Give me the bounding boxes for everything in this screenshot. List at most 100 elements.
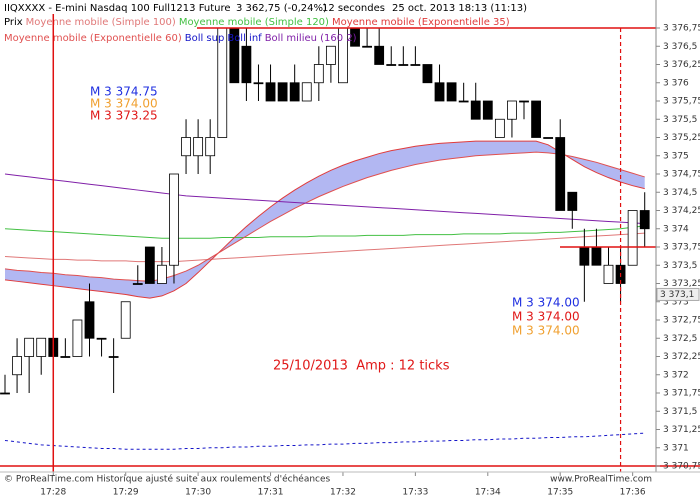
band-fill <box>5 141 645 299</box>
legend-entry: Moyenne mobile (Simple 100) <box>26 17 176 28</box>
y-tick-label: 3 373,25 <box>663 279 700 289</box>
candle-body <box>446 82 457 102</box>
candle-body <box>543 137 554 139</box>
candle-body <box>639 210 650 230</box>
candle-body <box>374 45 385 65</box>
candle-body <box>603 264 614 284</box>
candle-body <box>398 64 409 66</box>
y-tick-label: 3 376,5 <box>663 42 697 52</box>
annotation: 25/10/2013 Amp : 12 ticks <box>273 359 450 374</box>
candle-body <box>555 137 566 211</box>
annotation: M 3 374.00 <box>90 97 158 111</box>
y-tick-label: 3 371 <box>663 443 689 453</box>
candle-body <box>72 319 83 357</box>
candle-body <box>60 356 71 358</box>
candle-body <box>591 246 602 266</box>
legend-entry: Boll sup <box>185 33 225 44</box>
indicator-line <box>4 140 645 299</box>
legend-entry: Boll milieu (160 2) <box>265 33 357 44</box>
x-tick-label: 17:36 <box>620 488 646 498</box>
y-tick-label: 3 374 <box>663 224 689 234</box>
candle-body <box>157 264 167 284</box>
legend-entry: Moyenne mobile (Exponentielle 60) <box>4 33 182 44</box>
candle-body <box>410 64 421 66</box>
x-tick-label: 17:33 <box>402 488 428 498</box>
candle-body <box>289 82 300 102</box>
candle-body <box>144 246 155 284</box>
candle-body <box>422 64 433 84</box>
y-tick-label: 3 375,5 <box>663 115 697 125</box>
y-tick-label: 3 372 <box>663 370 689 380</box>
y-tick-label: 3 371,75 <box>663 389 700 399</box>
last-price-box <box>656 287 700 301</box>
candle-body <box>301 82 312 102</box>
candle-body <box>132 283 143 285</box>
candle-body <box>277 82 288 102</box>
x-tick-label: 17:28 <box>40 488 66 498</box>
footer-link: www.ProRealTime.com <box>550 475 652 485</box>
candle-body <box>313 64 324 84</box>
candle-body <box>386 64 397 66</box>
candle-body <box>362 45 373 48</box>
legend-entry: Moyenne mobile (Exponentielle 35) <box>332 17 510 28</box>
candle-body <box>507 100 517 120</box>
candle-body <box>494 118 505 138</box>
indicator-line <box>4 151 645 282</box>
annotation: M 3 374.00 <box>512 310 580 324</box>
candle-body <box>36 337 47 357</box>
candle-body <box>519 100 529 103</box>
candle-body <box>217 27 228 138</box>
y-tick-label: 3 372,75 <box>663 316 700 326</box>
candle-body <box>181 137 191 157</box>
y-tick-label: 3 375,75 <box>663 97 700 107</box>
y-tick-label: 3 371,5 <box>663 407 697 417</box>
candle-body <box>84 301 95 339</box>
header-text: 25 oct. 2013 18:13 (11:13) <box>392 3 527 14</box>
candle-body <box>120 301 131 339</box>
y-tick-label: 3 374,5 <box>663 188 697 198</box>
candle-body <box>0 392 10 395</box>
y-tick-label: 3 372,5 <box>663 334 697 344</box>
candle-body <box>205 137 216 157</box>
candle-body <box>241 45 252 84</box>
legend-entry: Prix <box>4 17 23 28</box>
header-text: 12 secondes <box>322 3 385 14</box>
y-tick-label: 3 373,75 <box>663 243 700 253</box>
last-price-label: 3 373,1 <box>660 290 694 300</box>
y-tick-label: 3 376,25 <box>663 60 700 70</box>
annotation: M 3 374.00 <box>512 324 580 338</box>
y-tick-label: 3 373,5 <box>663 261 697 271</box>
y-tick-label: 3 374,75 <box>663 170 700 180</box>
indicator-line <box>4 232 645 263</box>
candle-body <box>108 356 119 358</box>
candle-body <box>470 100 481 120</box>
y-tick-label: 3 370,75 <box>663 462 700 472</box>
x-tick-label: 17:35 <box>547 488 573 498</box>
legend-entry: Boll inf <box>227 33 262 44</box>
candle-body <box>265 82 276 102</box>
candle-body <box>12 356 22 376</box>
y-tick-label: 3 373 <box>663 297 689 307</box>
candle-body <box>193 137 204 157</box>
footer-text: © ProRealTime.com Historique ajusté suit… <box>4 474 331 485</box>
y-tick-label: 3 375 <box>663 151 689 161</box>
x-tick-label: 17:29 <box>113 488 139 498</box>
y-tick-label: 3 372,25 <box>663 352 700 362</box>
candle-body <box>169 173 179 266</box>
indicator-line <box>4 432 645 450</box>
y-tick-label: 3 371,25 <box>663 425 700 435</box>
x-tick-label: 17:31 <box>258 488 284 498</box>
legend-entry: Moyenne mobile (Simple 120) <box>179 17 329 28</box>
candle-body <box>96 337 107 340</box>
candle-body <box>434 82 445 102</box>
x-tick-label: 17:32 <box>330 488 356 498</box>
candle-body <box>567 191 578 211</box>
candle-body <box>627 210 638 266</box>
candle-body <box>253 82 264 85</box>
y-tick-label: 3 376 <box>663 78 689 88</box>
indicator-line <box>4 225 645 239</box>
candle-body <box>482 100 493 120</box>
annotation: M 3 374.00 <box>512 296 580 310</box>
candle-body <box>325 45 336 65</box>
